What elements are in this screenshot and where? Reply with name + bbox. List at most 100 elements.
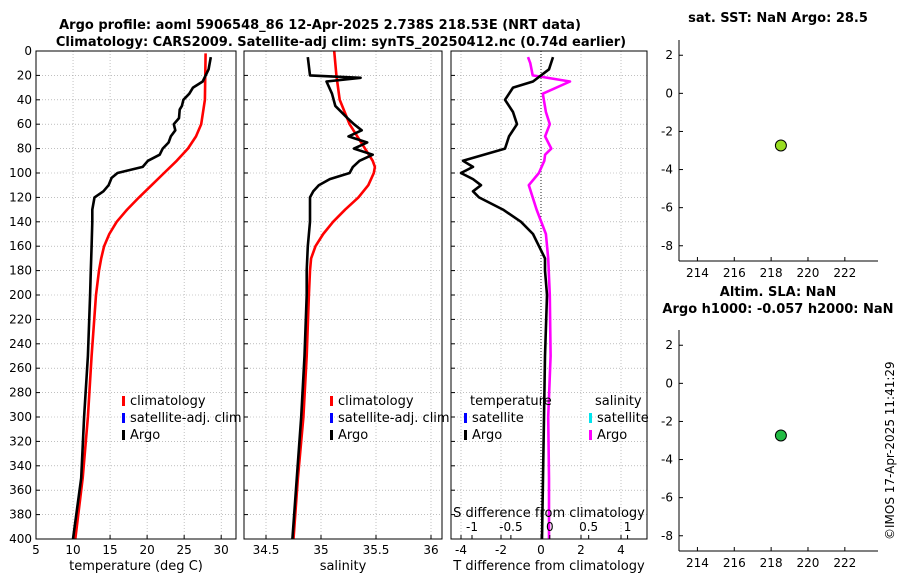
x-tick-label: 218 [760, 266, 783, 280]
y-tick-label: -6 [661, 491, 673, 505]
depth-tick-label: 0 [24, 44, 32, 58]
x-tick-label: 220 [797, 266, 820, 280]
panel-sst: 2 0 -2 -4 -6 -8 214 216 218 220 222 [661, 40, 878, 280]
data-point-sla [774, 429, 787, 442]
legend-argo-label: Argo [130, 428, 160, 443]
y-tick-label: -2 [661, 124, 673, 138]
x-tick-label: 35 [313, 543, 328, 557]
legend-satellite-swatch [330, 413, 333, 423]
x2-tick-label: 0 [546, 520, 554, 534]
depth-tick-label: 400 [9, 532, 32, 546]
legend-t-satellite-label: satellite [472, 411, 524, 426]
y-tick-label: -8 [661, 529, 673, 543]
x-tick-label: 214 [686, 266, 709, 280]
sla-panel-title-line2: Argo h1000: -0.057 h2000: NaN [662, 302, 893, 317]
series-argo-salinity [291, 56, 375, 540]
axes-temperature-frame [35, 50, 237, 540]
depth-tick-label: 340 [9, 459, 32, 473]
legend-temperature-title: temperature [470, 394, 552, 409]
x-tick-label: 5 [32, 543, 40, 557]
legend-t-satellite-swatch [464, 413, 467, 423]
depth-tick-label: 40 [17, 93, 32, 107]
depth-tick-label: 180 [9, 264, 32, 278]
x-tick-label: 35.5 [363, 543, 390, 557]
x2-tick-label: -1 [466, 520, 478, 534]
x-tick-label: 2 [577, 543, 585, 557]
x2-tick-label: 0.5 [579, 520, 598, 534]
figure-title-line1: Argo profile: aoml 5906548_86 12-Apr-202… [59, 18, 581, 33]
x-axis-label-salinity: salinity [320, 559, 367, 574]
legend-climatology-label: climatology [130, 394, 206, 409]
series-argo-temperature [71, 56, 213, 540]
legend-salinity-title: salinity [595, 394, 642, 409]
sst-panel-title: sat. SST: NaN Argo: 28.5 [688, 11, 868, 26]
legend-argo-swatch [122, 430, 125, 440]
x-tick-label: 4 [617, 543, 625, 557]
depth-tick-label: 380 [9, 508, 32, 522]
series-s-argo [526, 56, 572, 539]
y-tick-label: -6 [661, 201, 673, 215]
y-tick-label: 2 [665, 338, 673, 352]
depth-tick-label: 360 [9, 483, 32, 497]
depth-tick-label: 320 [9, 434, 32, 448]
legend-s-argo-label: Argo [597, 428, 627, 443]
y-tick-label: 2 [665, 48, 673, 62]
figure-title-line2: Climatology: CARS2009. Satellite-adj cli… [56, 35, 626, 50]
x-tick-label: 220 [797, 556, 820, 570]
x-tick-label: 20 [139, 543, 154, 557]
depth-tick-label: 280 [9, 386, 32, 400]
legend-argo-label: Argo [338, 428, 368, 443]
depth-tick-label: 240 [9, 337, 32, 351]
depth-tick-label: 80 [17, 142, 32, 156]
x-tick-label: -4 [455, 543, 467, 557]
panel-difference: -4 -2 0 2 4 T difference from climatology -1 -0… [450, 50, 649, 574]
depth-tick-label: 120 [9, 190, 32, 204]
depth-tick-label: 100 [9, 166, 32, 180]
panel-temperature: 5 10 15 20 25 3002040608010012014016018020022… [9, 44, 242, 574]
data-point-sst [774, 139, 787, 152]
panel-salinity: 34.5 35 35.5 36 salinity climatology satellite… [243, 50, 450, 574]
legend-s-argo-swatch [589, 430, 592, 440]
depth-tick-label: 160 [9, 239, 32, 253]
series-climatology-temperature [74, 53, 207, 540]
y-tick-label: -2 [661, 414, 673, 428]
x-tick-label: 222 [833, 266, 856, 280]
x-tick-label: 214 [686, 556, 709, 570]
x-axis-label-difference: T difference from climatology [452, 559, 645, 574]
axes-salinity-frame [243, 50, 443, 540]
series-t-argo [459, 56, 555, 540]
depth-tick-label: 60 [17, 117, 32, 131]
imos-timestamp-label: ©IMOS 17-Apr-2025 11:41:29 [883, 361, 897, 540]
x-tick-label: -2 [495, 543, 507, 557]
x-tick-label: 25 [177, 543, 192, 557]
depth-tick-label: 140 [9, 215, 32, 229]
x-tick-label: 30 [214, 543, 229, 557]
legend-satellite-label: satellite-adj. clim [338, 411, 450, 426]
depth-tick-label: 20 [17, 68, 32, 82]
depth-tick-label: 260 [9, 361, 32, 375]
x-tick-label: 15 [102, 543, 117, 557]
x-tick-label: 222 [833, 556, 856, 570]
depth-tick-label: 220 [9, 312, 32, 326]
legend-t-argo-label: Argo [472, 428, 502, 443]
legend-satellite-swatch [122, 413, 125, 423]
y-tick-label: -8 [661, 239, 673, 253]
legend-s-satellite-swatch [589, 413, 592, 423]
y-tick-label: 0 [665, 86, 673, 100]
sla-panel-title: Altim. SLA: NaN [720, 285, 836, 300]
legend-climatology-label: climatology [338, 394, 414, 409]
legend-climatology-swatch [122, 396, 125, 406]
x-tick-label: 10 [65, 543, 80, 557]
x-tick-label: 36 [423, 543, 438, 557]
legend-satellite-label: satellite-adj. clim [130, 411, 242, 426]
x-tick-label: 0 [537, 543, 545, 557]
legend-climatology-swatch [330, 396, 333, 406]
x2-tick-label: 1 [624, 520, 632, 534]
y-tick-label: -4 [661, 163, 673, 177]
legend-s-satellite-label: satellite [597, 411, 649, 426]
legend-argo-swatch [330, 430, 333, 440]
x-tick-label: 216 [723, 556, 746, 570]
y-tick-label: 0 [665, 376, 673, 390]
x-tick-label: 216 [723, 266, 746, 280]
